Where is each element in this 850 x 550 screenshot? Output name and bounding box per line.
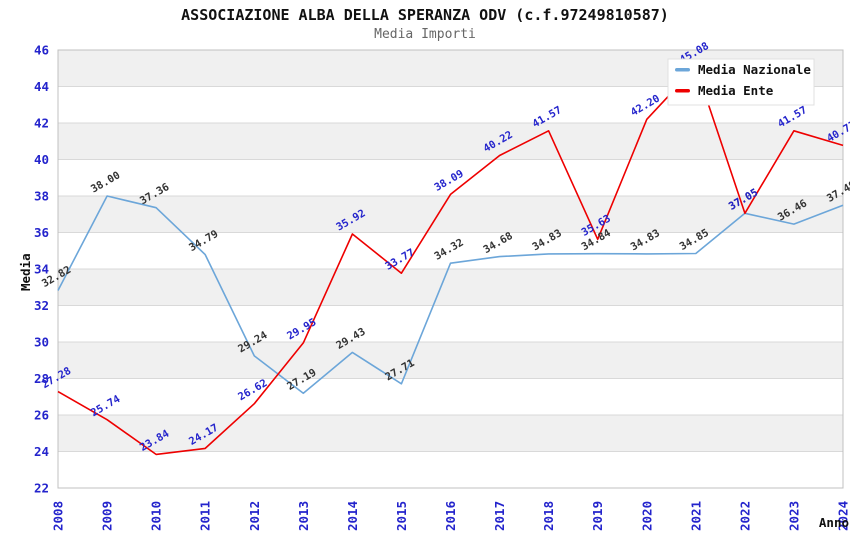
y-tick-label: 32: [34, 298, 49, 313]
y-tick-label: 22: [34, 481, 49, 496]
x-tick-label: 2011: [198, 501, 213, 531]
x-tick-label: 2023: [786, 501, 801, 531]
x-tick-label: 2008: [51, 501, 66, 531]
x-tick-label: 2020: [639, 501, 654, 531]
x-tick-label: 2014: [345, 501, 360, 531]
legend-marker-media-nazionale: [675, 68, 690, 72]
x-tick-label: 2017: [492, 501, 507, 531]
chart-title: ASSOCIAZIONE ALBA DELLA SPERANZA ODV (c.…: [181, 6, 669, 24]
y-axis-title: Media: [18, 253, 33, 291]
x-tick-label: 2015: [394, 501, 409, 531]
y-tick-label: 44: [34, 79, 49, 94]
x-tick-label: 2013: [296, 501, 311, 531]
y-tick-label: 28: [34, 371, 49, 386]
series-line-media-ente: [57, 66, 844, 456]
y-tick-label: 24: [34, 444, 49, 459]
x-tick-label: 2022: [737, 501, 752, 531]
x-tick-label: 2021: [688, 501, 703, 531]
y-tick-label: 34: [34, 262, 49, 277]
x-tick-label: 2009: [100, 501, 115, 531]
legend-marker-media-ente: [675, 89, 690, 93]
chart-subtitle: Media Importi: [374, 27, 476, 42]
y-tick-label: 30: [34, 335, 49, 350]
x-tick-label: 2019: [590, 501, 605, 531]
x-tick-label: 2010: [149, 501, 164, 531]
legend-box: [667, 58, 815, 106]
y-tick-label: 42: [34, 116, 49, 131]
x-tick-label: 2024: [836, 501, 850, 531]
y-axis-ticks: 22 24 26 28 30 32 34 36 38 40 42 44 46: [34, 43, 49, 496]
x-axis-ticks: 2008 2009 2010 2011 2012 2013 2014 2015 2016 2017…: [51, 501, 850, 531]
plot-border: [57, 49, 844, 489]
series-line-media-nazionale: [57, 195, 844, 395]
x-tick-label: 2012: [247, 501, 262, 531]
y-tick-label: 26: [34, 408, 49, 423]
y-tick-label: 46: [34, 43, 49, 58]
x-tick-label: 2018: [541, 501, 556, 531]
y-tick-label: 40: [34, 152, 49, 167]
y-tick-label: 38: [34, 189, 49, 204]
gridlines: [58, 86, 843, 452]
legend-label: Media Ente: [698, 83, 774, 98]
legend: Media Nazionale Media Ente: [667, 58, 815, 106]
y-tick-label: 36: [34, 225, 49, 240]
x-axis-title: Anno: [819, 515, 849, 530]
legend-label: Media Nazionale: [698, 62, 811, 77]
x-tick-label: 2016: [443, 501, 458, 531]
